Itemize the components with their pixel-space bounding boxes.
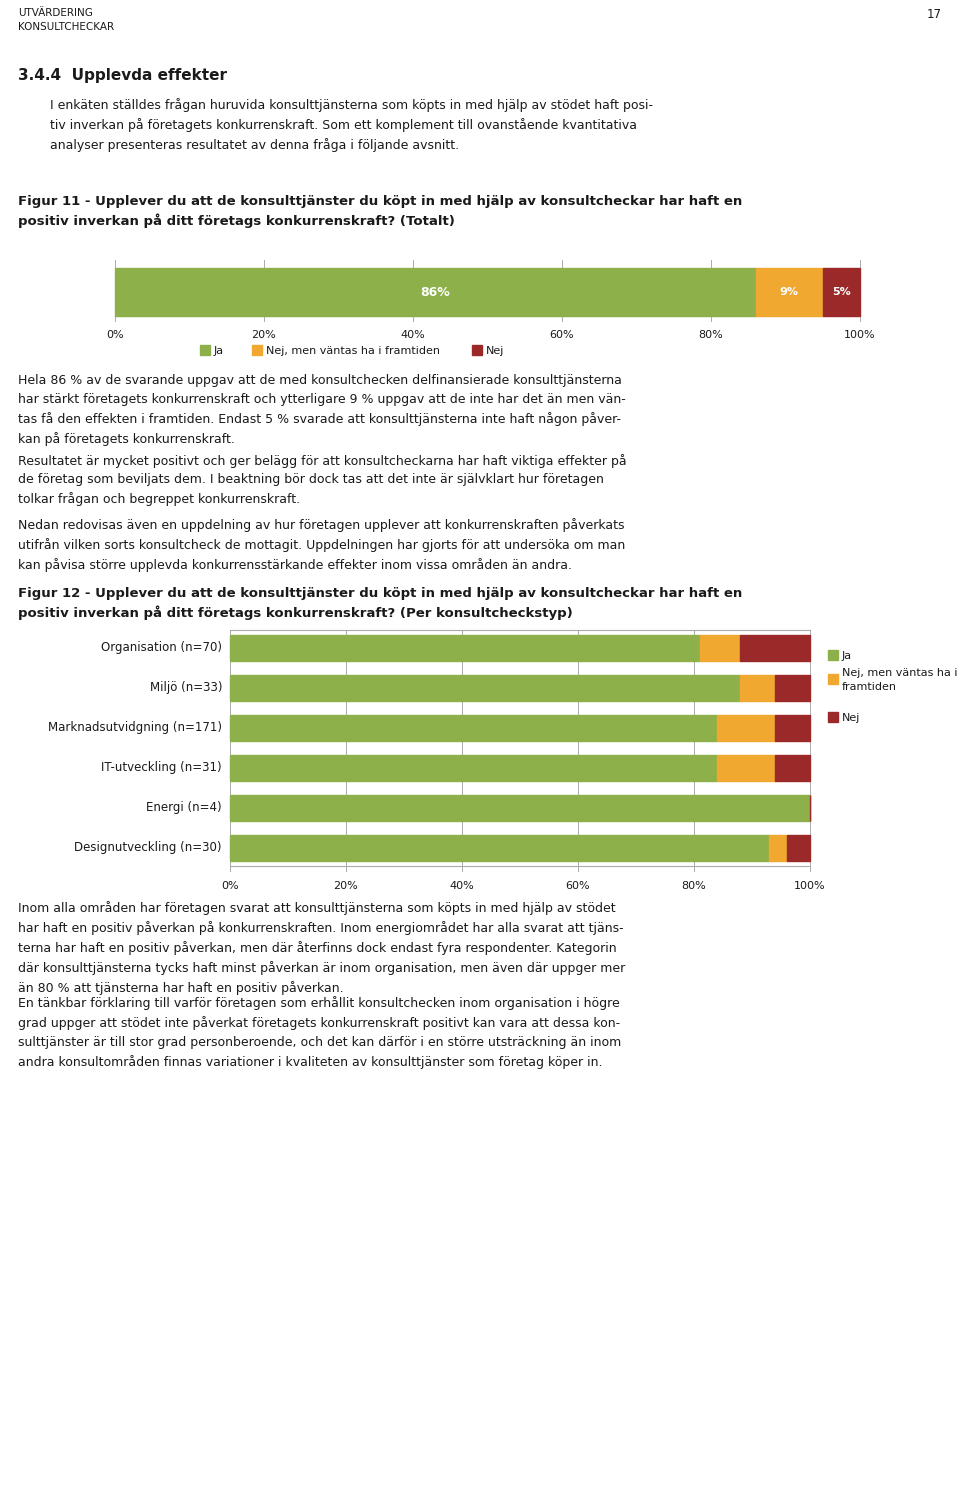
Bar [787, 835, 810, 861]
Text: Designutveckling (n=30): Designutveckling (n=30) [75, 841, 222, 855]
Bar [775, 675, 810, 701]
Text: 80%: 80% [682, 880, 707, 891]
Bar [828, 649, 838, 660]
Text: Nedan redovisas även en uppdelning av hur företagen upplever att konkurrenskraft: Nedan redovisas även en uppdelning av hu… [18, 518, 625, 572]
Bar [230, 755, 717, 781]
Bar [230, 675, 740, 701]
Bar [252, 344, 262, 355]
Text: Marknadsutvidgning (n=171): Marknadsutvidgning (n=171) [48, 722, 222, 734]
Bar [823, 267, 860, 316]
Bar [115, 267, 756, 316]
Bar [472, 344, 482, 355]
Text: Miljö (n=33): Miljö (n=33) [150, 681, 222, 695]
Bar [717, 716, 776, 741]
Bar [740, 636, 810, 661]
Bar [700, 636, 740, 661]
Text: 0%: 0% [221, 880, 239, 891]
Text: 100%: 100% [844, 331, 876, 340]
Bar [200, 344, 210, 355]
Text: 86%: 86% [420, 285, 450, 299]
Text: 17: 17 [927, 8, 942, 21]
Text: 20%: 20% [252, 331, 276, 340]
Text: 20%: 20% [334, 880, 358, 891]
Bar [230, 794, 810, 821]
Bar [776, 716, 810, 741]
Text: Figur 11 - Upplever du att de konsulttjänster du köpt in med hjälp av konsultche: Figur 11 - Upplever du att de konsulttjä… [18, 195, 742, 228]
Text: 40%: 40% [449, 880, 474, 891]
Text: 9%: 9% [780, 287, 799, 297]
Text: UTVÄRDERING: UTVÄRDERING [18, 8, 93, 18]
Text: Nej: Nej [486, 346, 504, 356]
Bar [828, 673, 838, 684]
Text: Figur 12 - Upplever du att de konsulttjänster du köpt in med hjälp av konsultche: Figur 12 - Upplever du att de konsulttjä… [18, 587, 742, 619]
Text: 5%: 5% [832, 287, 851, 297]
Bar [756, 267, 823, 316]
Text: Energi (n=4): Energi (n=4) [146, 802, 222, 814]
Bar [230, 636, 700, 661]
Bar [230, 716, 717, 741]
Text: Inom alla områden har företagen svarat att konsulttjänsterna som köpts in med hj: Inom alla områden har företagen svarat a… [18, 901, 625, 995]
Text: 3.4.4  Upplevda effekter: 3.4.4 Upplevda effekter [18, 68, 227, 83]
Text: Resultatet är mycket positivt och ger belägg för att konsultcheckarna har haft v: Resultatet är mycket positivt och ger be… [18, 455, 627, 506]
Bar [230, 835, 769, 861]
Bar [740, 675, 775, 701]
Bar [717, 755, 776, 781]
Bar [769, 835, 787, 861]
Text: 40%: 40% [400, 331, 425, 340]
Text: IT-utveckling (n=31): IT-utveckling (n=31) [102, 761, 222, 775]
Text: Organisation (n=70): Organisation (n=70) [101, 642, 222, 654]
Text: Nej, men väntas ha i
framtiden: Nej, men väntas ha i framtiden [842, 669, 957, 692]
Text: Hela 86 % av de svarande uppgav att de med konsultchecken delfinansierade konsul: Hela 86 % av de svarande uppgav att de m… [18, 374, 626, 445]
Text: KONSULTCHECKAR: KONSULTCHECKAR [18, 23, 114, 32]
Bar [828, 713, 838, 722]
Text: 100%: 100% [794, 880, 826, 891]
Text: 60%: 60% [550, 331, 574, 340]
Text: Ja: Ja [214, 346, 224, 356]
Text: Nej: Nej [842, 713, 860, 723]
Bar [776, 755, 810, 781]
Text: 80%: 80% [699, 331, 724, 340]
Text: 60%: 60% [565, 880, 590, 891]
Text: 0%: 0% [107, 331, 124, 340]
Text: Ja: Ja [842, 651, 852, 661]
Text: Nej, men väntas ha i framtiden: Nej, men väntas ha i framtiden [266, 346, 440, 356]
Text: En tänkbar förklaring till varför företagen som erhållit konsultchecken inom org: En tänkbar förklaring till varför företa… [18, 997, 621, 1069]
Text: I enkäten ställdes frågan huruvida konsulttjänsterna som köpts in med hjälp av s: I enkäten ställdes frågan huruvida konsu… [50, 98, 653, 153]
